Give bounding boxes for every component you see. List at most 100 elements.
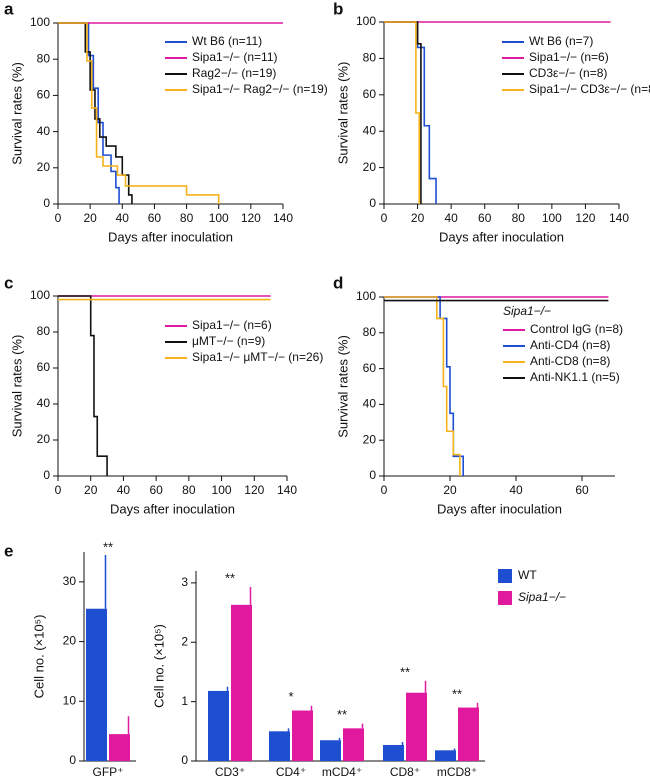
y-tick-label: 0 xyxy=(369,468,376,482)
significance: ** xyxy=(337,707,347,722)
bar xyxy=(343,728,364,761)
significance: ** xyxy=(452,686,462,701)
y-axis-label: Cell no. (×10⁵) xyxy=(31,615,46,699)
legend-label: Rag2−/− (n=19) xyxy=(192,66,276,80)
y-tick-label: 20 xyxy=(37,160,51,174)
significance: ** xyxy=(103,539,113,554)
survival-line xyxy=(384,296,464,476)
x-tick-label: 100 xyxy=(212,483,232,497)
x-tick-label: 60 xyxy=(149,483,163,497)
y-tick-label: 60 xyxy=(37,360,51,374)
y-tick-label: 2 xyxy=(181,634,188,648)
legend-label: Sipa1−/− (n=11) xyxy=(192,50,278,64)
bar xyxy=(383,744,404,761)
panel-letter: b xyxy=(333,0,343,18)
y-tick-label: 0 xyxy=(69,753,76,767)
x-tick-label: 140 xyxy=(273,211,293,225)
y-tick-label: 1 xyxy=(181,694,188,708)
y-tick-label: 40 xyxy=(363,123,377,137)
x-tick-label: 20 xyxy=(84,483,98,497)
bar xyxy=(458,707,479,761)
legend-label: Anti-NK1.1 (n=5) xyxy=(530,370,620,384)
survival-line xyxy=(58,295,108,476)
x-axis-label: Days after inoculation xyxy=(439,229,564,244)
y-tick-label: 80 xyxy=(363,325,377,339)
legend-label: Sipa1−/− xyxy=(518,590,566,604)
x-tick-label: mCD4⁺ xyxy=(322,765,362,776)
y-tick-label: 30 xyxy=(63,574,77,588)
y-axis-label: Survival rates (%) xyxy=(9,62,24,165)
x-tick-label: CD4⁺ xyxy=(276,765,306,776)
x-tick-label: 40 xyxy=(444,211,458,225)
x-tick-label: CD8⁺ xyxy=(390,765,420,776)
y-tick-label: 60 xyxy=(363,87,377,101)
legend-label: WT xyxy=(518,568,537,582)
y-tick-label: 20 xyxy=(363,432,377,446)
y-tick-label: 20 xyxy=(63,634,77,648)
x-tick-label: 140 xyxy=(609,211,629,225)
legend-label: Sipa1−/− (n=6) xyxy=(529,50,609,64)
legend-label: Anti-CD4 (n=8) xyxy=(530,338,610,352)
x-tick-label: 100 xyxy=(209,211,229,225)
legend-label: Wt B6 (n=7) xyxy=(529,34,593,48)
x-tick-label: 20 xyxy=(443,483,457,497)
y-tick-label: 60 xyxy=(37,88,51,102)
y-tick-label: 100 xyxy=(30,15,50,29)
legend-label: Sipa1−/− CD3ε−/− (n=8) xyxy=(529,82,650,96)
bar xyxy=(109,734,130,761)
legend-label: Anti-CD8 (n=8) xyxy=(530,354,610,368)
y-tick-label: 40 xyxy=(37,124,51,138)
x-tick-label: 100 xyxy=(542,211,562,225)
x-tick-label: 60 xyxy=(575,483,589,497)
survival-line xyxy=(58,22,120,204)
bar xyxy=(406,692,427,761)
y-tick-label: 80 xyxy=(363,51,377,65)
y-tick-label: 80 xyxy=(37,324,51,338)
bar xyxy=(86,608,107,761)
bar xyxy=(208,690,229,761)
y-tick-label: 0 xyxy=(369,196,376,210)
y-tick-label: 40 xyxy=(37,396,51,410)
legend-title: Sipa1−/− xyxy=(503,304,551,318)
x-tick-label: 0 xyxy=(381,211,388,225)
y-tick-label: 0 xyxy=(43,468,50,482)
survival-line xyxy=(384,296,461,476)
legend-label: Sipa1−/− (n=6) xyxy=(192,318,272,332)
x-tick-label: 40 xyxy=(509,483,523,497)
legend-label: CD3ε−/− (n=8) xyxy=(529,66,607,80)
x-tick-label: GFP⁺ xyxy=(92,765,123,776)
panel-letter: e xyxy=(4,541,13,560)
y-tick-label: 10 xyxy=(63,693,77,707)
legend-label: μMT−/− (n=9) xyxy=(192,334,265,348)
legend-swatch xyxy=(498,591,512,605)
significance: * xyxy=(288,689,293,704)
x-tick-label: 60 xyxy=(148,211,162,225)
bar xyxy=(269,731,290,761)
y-tick-label: 100 xyxy=(30,288,50,302)
y-axis-label: Survival rates (%) xyxy=(335,62,350,165)
legend-label: Sipa1−/− μMT−/− (n=26) xyxy=(192,350,323,364)
x-tick-label: 120 xyxy=(241,211,261,225)
legend-label: Control IgG (n=8) xyxy=(530,322,623,336)
legend-label: Sipa1−/− Rag2−/− (n=19) xyxy=(192,82,328,96)
x-tick-label: 60 xyxy=(478,211,492,225)
x-tick-label: 0 xyxy=(381,483,388,497)
y-tick-label: 20 xyxy=(37,432,51,446)
y-tick-label: 20 xyxy=(363,160,377,174)
significance: ** xyxy=(225,570,235,585)
x-tick-label: 80 xyxy=(182,483,196,497)
x-tick-label: 40 xyxy=(116,211,130,225)
x-tick-label: CD3⁺ xyxy=(215,765,245,776)
x-tick-label: 120 xyxy=(575,211,595,225)
bar xyxy=(320,740,341,761)
y-tick-label: 100 xyxy=(356,14,376,28)
survival-line xyxy=(384,21,437,204)
x-axis-label: Days after inoculation xyxy=(110,501,235,516)
y-tick-label: 3 xyxy=(181,575,188,589)
y-axis-label: Survival rates (%) xyxy=(9,335,24,438)
y-tick-label: 80 xyxy=(37,51,51,65)
x-tick-label: 140 xyxy=(277,483,297,497)
significance: ** xyxy=(400,664,410,679)
y-axis-label: Survival rates (%) xyxy=(335,335,350,438)
